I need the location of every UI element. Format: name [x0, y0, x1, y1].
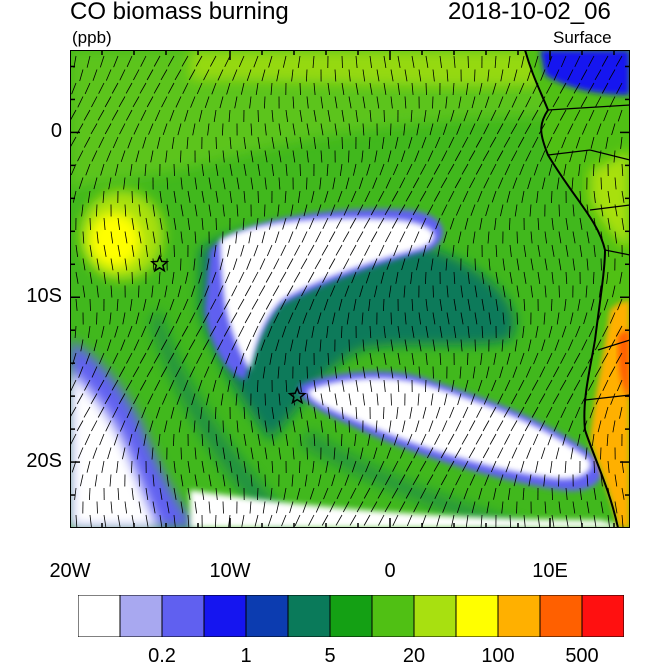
wind-vector — [342, 56, 343, 68]
wind-vector — [216, 218, 217, 230]
colorbar-swatch — [162, 595, 204, 637]
colorbar-label: 0.2 — [132, 645, 192, 668]
wind-vector — [433, 97, 434, 109]
wind-vector — [300, 83, 301, 95]
wind-vector — [391, 313, 392, 325]
wind-vector — [265, 394, 266, 406]
colorbar-swatch — [456, 595, 498, 637]
wind-vector — [517, 502, 518, 514]
wind-vector — [349, 421, 350, 433]
wind-vector — [475, 70, 476, 82]
wind-vector — [307, 448, 308, 460]
colorbar-swatch — [120, 595, 162, 637]
wind-vector — [174, 245, 175, 257]
wind-vector — [132, 272, 133, 284]
wind-vector — [223, 502, 224, 514]
colorbar-label: 20 — [384, 645, 444, 668]
wind-vector — [90, 299, 91, 311]
lon-tick-label: 0 — [355, 560, 425, 583]
wind-vector — [601, 259, 602, 271]
colorbar-swatch — [204, 595, 246, 637]
colorbar — [78, 595, 624, 637]
wind-vector — [342, 137, 343, 149]
wind-vector — [223, 232, 224, 244]
wind-vector — [300, 164, 301, 176]
wind-vector — [601, 448, 602, 460]
colorbar-label: 1 — [216, 645, 276, 668]
colorbar-label: 500 — [552, 645, 612, 668]
level-label: Surface — [553, 28, 612, 48]
wind-vector — [258, 110, 259, 122]
wind-vector — [475, 340, 476, 352]
wind-vector — [90, 218, 91, 230]
wind-vector — [97, 313, 98, 325]
wind-vector — [433, 286, 434, 298]
colorbar-label: 100 — [468, 645, 528, 668]
colorbar-swatch — [414, 595, 456, 637]
wind-vector — [559, 475, 560, 487]
wind-vector — [181, 448, 182, 460]
wind-vector — [216, 137, 217, 149]
wind-vector — [181, 259, 182, 271]
wind-vector — [517, 313, 518, 325]
units-label: (ppb) — [72, 28, 112, 48]
lat-tick-label: 0 — [12, 120, 62, 143]
wind-vector — [391, 124, 392, 136]
wind-vector — [174, 164, 175, 176]
lon-tick-label: 20W — [35, 560, 105, 583]
lat-tick-label: 10S — [12, 285, 62, 308]
colorbar-swatch — [246, 595, 288, 637]
wind-vector — [349, 151, 350, 163]
wind-vector — [223, 421, 224, 433]
wind-vector — [349, 340, 350, 352]
colorbar-swatch — [498, 595, 540, 637]
chart-title: CO biomass burning — [70, 0, 289, 26]
wind-vector — [559, 205, 560, 217]
wind-vector — [258, 191, 259, 203]
wind-vector — [391, 394, 392, 406]
wind-vector — [307, 367, 308, 379]
wind-vector — [139, 475, 140, 487]
wind-vector — [384, 110, 385, 122]
colorbar-swatch — [78, 595, 120, 637]
wind-vector — [139, 286, 140, 298]
lat-tick-label: 20S — [12, 450, 62, 473]
colorbar-swatch — [372, 595, 414, 637]
wind-vector — [97, 502, 98, 514]
wind-vector — [517, 232, 518, 244]
wind-vector — [307, 178, 308, 190]
datetime-label: 2018-10-02_06 — [448, 0, 611, 26]
colorbar-swatch — [288, 595, 330, 637]
wind-vector — [426, 83, 427, 95]
wind-vector — [559, 286, 560, 298]
colorbar-swatch — [582, 595, 624, 637]
wind-vector — [433, 367, 434, 379]
colorbar-swatch — [540, 595, 582, 637]
lon-tick-label: 10W — [195, 560, 265, 583]
colorbar-label: 5 — [300, 645, 360, 668]
colorbar-swatch — [330, 595, 372, 637]
wind-vector — [475, 259, 476, 271]
wind-vector — [468, 56, 469, 68]
wind-vector — [132, 191, 133, 203]
lon-tick-label: 10E — [515, 560, 585, 583]
wind-vector — [601, 178, 602, 190]
map-plot — [70, 50, 630, 528]
wind-vector — [265, 475, 266, 487]
wind-vector — [265, 205, 266, 217]
map-panel — [70, 50, 630, 528]
